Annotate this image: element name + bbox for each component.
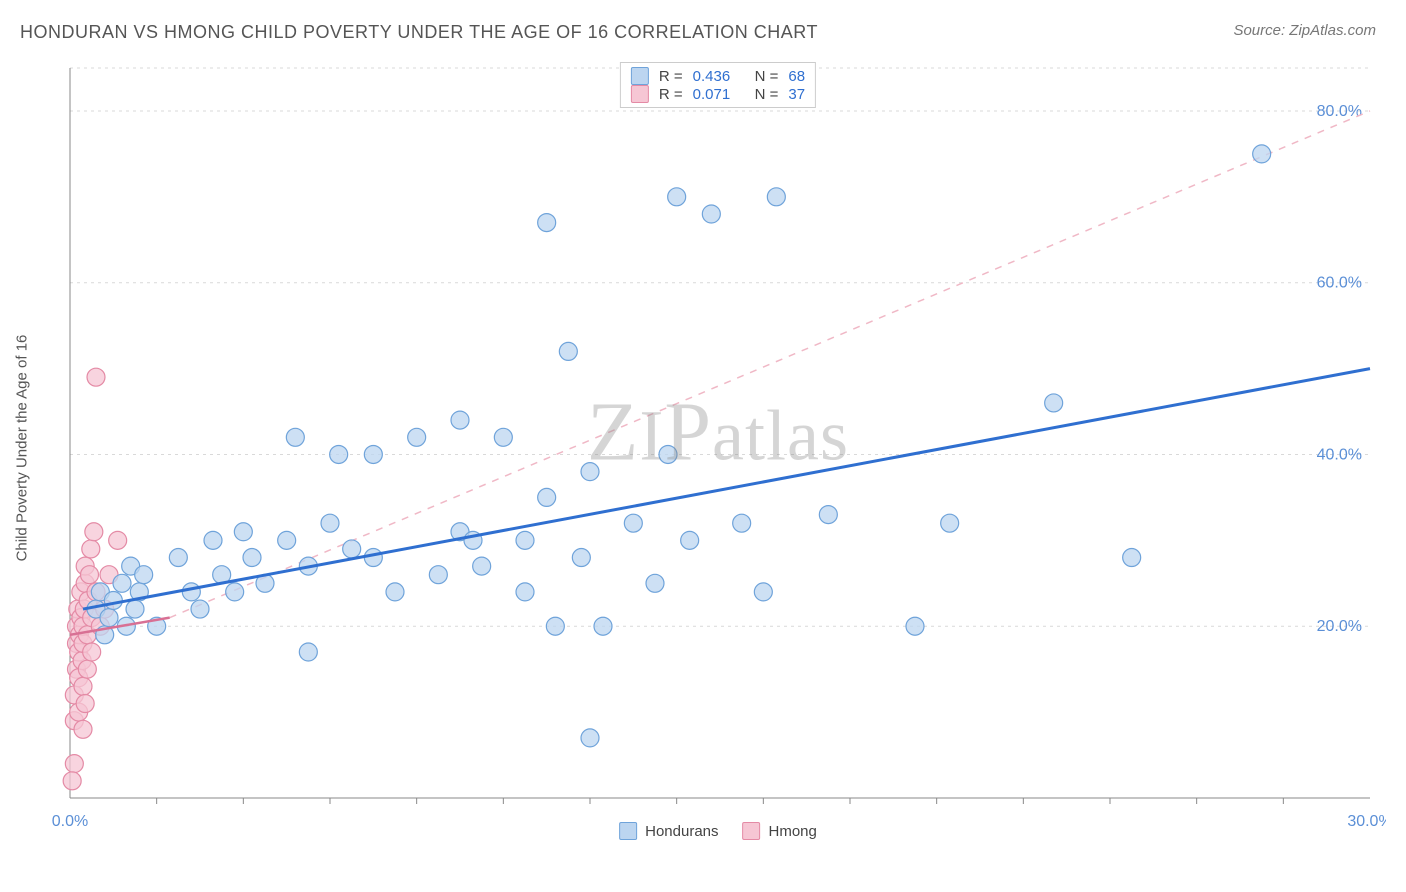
y-tick-label: 80.0% [1317, 103, 1362, 120]
data-point [451, 411, 469, 429]
data-point [126, 600, 144, 618]
data-point [299, 643, 317, 661]
data-point [278, 531, 296, 549]
trend-line [83, 369, 1370, 609]
data-point [100, 609, 118, 627]
stats-legend-box: R = 0.436 N = 68 R = 0.071 N = 37 [620, 62, 816, 108]
data-point [819, 506, 837, 524]
series-legend: Hondurans Hmong [619, 822, 817, 840]
data-point [494, 428, 512, 446]
stats-row: R = 0.071 N = 37 [631, 85, 805, 103]
data-point [538, 488, 556, 506]
data-point [733, 514, 751, 532]
series-swatch [631, 67, 649, 85]
data-point [109, 531, 127, 549]
data-point [767, 188, 785, 206]
data-point [63, 772, 81, 790]
data-point [581, 463, 599, 481]
data-point [182, 583, 200, 601]
data-point [330, 445, 348, 463]
data-point [364, 445, 382, 463]
data-point [429, 566, 447, 584]
data-point [343, 540, 361, 558]
data-point [702, 205, 720, 223]
series-swatch [631, 85, 649, 103]
data-point [572, 549, 590, 567]
stats-row: R = 0.436 N = 68 [631, 67, 805, 85]
y-tick-label: 60.0% [1317, 275, 1362, 292]
data-point [234, 523, 252, 541]
data-point [74, 720, 92, 738]
data-point [78, 660, 96, 678]
x-tick-label: 30.0% [1347, 813, 1386, 830]
x-tick-label: 0.0% [52, 813, 88, 830]
data-point [226, 583, 244, 601]
data-point [659, 445, 677, 463]
data-point [1123, 549, 1141, 567]
data-point [81, 566, 99, 584]
n-value: 68 [788, 68, 805, 85]
data-point [135, 566, 153, 584]
data-point [754, 583, 772, 601]
legend-item: Hondurans [619, 822, 718, 840]
data-point [204, 531, 222, 549]
data-point [169, 549, 187, 567]
series-swatch [743, 822, 761, 840]
data-point [321, 514, 339, 532]
data-point [65, 755, 83, 773]
r-label: R = [659, 86, 683, 103]
data-point [516, 583, 534, 601]
data-point [286, 428, 304, 446]
data-point [104, 591, 122, 609]
data-point [113, 574, 131, 592]
data-point [624, 514, 642, 532]
y-axis-label: Child Poverty Under the Age of 16 [14, 335, 31, 562]
data-point [85, 523, 103, 541]
data-point [473, 557, 491, 575]
data-point [386, 583, 404, 601]
data-point [83, 643, 101, 661]
data-point [646, 574, 664, 592]
scatter-plot: 0.0% 30.0% 20.0% 40.0% 60.0% 80.0% [50, 58, 1386, 838]
data-point [87, 368, 105, 386]
n-label: N = [755, 86, 779, 103]
n-label: N = [755, 68, 779, 85]
data-point [76, 695, 94, 713]
data-point [668, 188, 686, 206]
data-point [1253, 145, 1271, 163]
y-tick-label: 40.0% [1317, 446, 1362, 463]
data-point [906, 617, 924, 635]
chart-container: Child Poverty Under the Age of 16 0.0%30… [50, 58, 1386, 838]
r-label: R = [659, 68, 683, 85]
data-point [594, 617, 612, 635]
r-value: 0.436 [693, 68, 745, 85]
data-point [559, 342, 577, 360]
data-point [538, 214, 556, 232]
legend-label: Hondurans [645, 823, 718, 840]
r-value: 0.071 [693, 86, 745, 103]
source-attribution: Source: ZipAtlas.com [1233, 22, 1376, 39]
data-point [191, 600, 209, 618]
data-point [546, 617, 564, 635]
data-point [243, 549, 261, 567]
series-swatch [619, 822, 637, 840]
y-tick-label: 20.0% [1317, 618, 1362, 635]
legend-label: Hmong [769, 823, 817, 840]
legend-item: Hmong [743, 822, 817, 840]
n-value: 37 [788, 86, 805, 103]
data-point [82, 540, 100, 558]
chart-title: HONDURAN VS HMONG CHILD POVERTY UNDER TH… [20, 22, 818, 43]
data-point [681, 531, 699, 549]
data-point [1045, 394, 1063, 412]
data-point [581, 729, 599, 747]
data-point [364, 549, 382, 567]
data-point [516, 531, 534, 549]
data-point [74, 677, 92, 695]
data-point [408, 428, 426, 446]
data-point [941, 514, 959, 532]
